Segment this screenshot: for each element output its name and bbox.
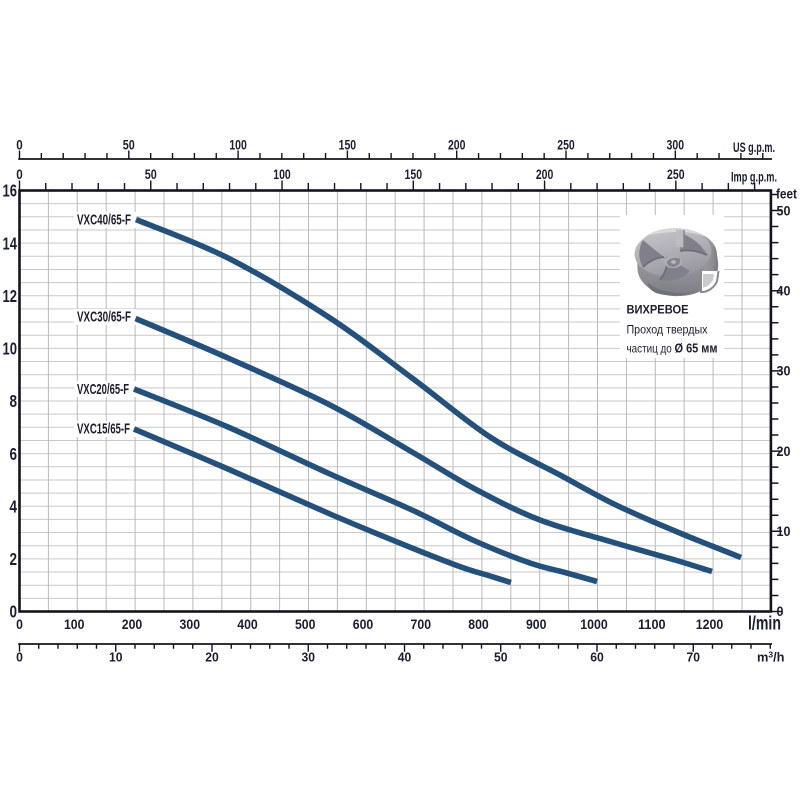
svg-text:0: 0 xyxy=(16,617,23,632)
svg-text:10: 10 xyxy=(777,524,791,539)
svg-text:150: 150 xyxy=(339,138,357,153)
svg-text:300: 300 xyxy=(180,617,201,632)
svg-text:200: 200 xyxy=(122,617,143,632)
svg-text:900: 900 xyxy=(526,617,547,632)
svg-text:Imp g.p.m.: Imp g.p.m. xyxy=(731,170,777,185)
svg-text:VXC30/65-F: VXC30/65-F xyxy=(77,309,131,326)
svg-text:1100: 1100 xyxy=(638,617,666,632)
svg-text:0: 0 xyxy=(777,604,784,619)
svg-text:50: 50 xyxy=(123,138,135,153)
svg-text:800: 800 xyxy=(468,617,489,632)
svg-text:40: 40 xyxy=(777,284,791,299)
svg-text:6: 6 xyxy=(10,444,18,464)
svg-text:14: 14 xyxy=(3,233,18,253)
svg-text:Проход твердых: Проход твердых xyxy=(627,323,708,337)
svg-text:10: 10 xyxy=(3,339,18,359)
svg-text:4: 4 xyxy=(10,497,18,517)
svg-text:600: 600 xyxy=(353,617,374,632)
svg-text:250: 250 xyxy=(667,167,685,182)
svg-text:30: 30 xyxy=(777,364,791,379)
svg-text:16: 16 xyxy=(3,181,18,201)
svg-text:30: 30 xyxy=(302,650,316,665)
svg-text:0: 0 xyxy=(16,138,23,153)
svg-text:2: 2 xyxy=(10,549,18,569)
svg-text:700: 700 xyxy=(411,617,432,632)
svg-text:ВИХРЕВОЕ: ВИХРЕВОЕ xyxy=(627,305,689,317)
svg-text:8: 8 xyxy=(10,391,18,411)
svg-text:m3/h: m3/h xyxy=(757,650,785,665)
svg-text:50: 50 xyxy=(145,167,157,182)
svg-text:400: 400 xyxy=(237,617,258,632)
svg-text:VXC15/65-F: VXC15/65-F xyxy=(77,421,130,438)
svg-text:500: 500 xyxy=(295,617,316,632)
svg-text:60: 60 xyxy=(590,650,604,665)
svg-text:12: 12 xyxy=(3,286,18,306)
svg-text:VXC40/65-F: VXC40/65-F xyxy=(77,212,131,229)
svg-text:50: 50 xyxy=(777,203,791,218)
svg-text:100: 100 xyxy=(229,138,247,153)
svg-text:200: 200 xyxy=(448,138,466,153)
svg-text:1000: 1000 xyxy=(580,617,608,632)
svg-text:US g.p.m.: US g.p.m. xyxy=(733,140,775,155)
svg-text:0: 0 xyxy=(16,650,23,665)
svg-text:0: 0 xyxy=(16,167,23,182)
svg-text:250: 250 xyxy=(557,138,575,153)
svg-text:1200: 1200 xyxy=(696,617,724,632)
svg-text:частиц до Ø 65 мм: частиц до Ø 65 мм xyxy=(627,341,718,356)
svg-text:0: 0 xyxy=(10,602,18,622)
svg-text:100: 100 xyxy=(64,617,85,632)
svg-text:300: 300 xyxy=(667,138,685,153)
svg-text:20: 20 xyxy=(777,444,791,459)
svg-text:150: 150 xyxy=(405,167,423,182)
svg-text:70: 70 xyxy=(687,650,701,665)
svg-text:200: 200 xyxy=(536,167,554,182)
svg-text:20: 20 xyxy=(205,650,219,665)
svg-text:40: 40 xyxy=(398,650,412,665)
svg-text:feet: feet xyxy=(776,187,797,202)
svg-text:10: 10 xyxy=(109,650,123,665)
svg-text:l/min: l/min xyxy=(748,614,781,635)
svg-text:VXC20/65-F: VXC20/65-F xyxy=(77,381,129,398)
svg-text:50: 50 xyxy=(494,650,508,665)
svg-text:100: 100 xyxy=(273,167,291,182)
